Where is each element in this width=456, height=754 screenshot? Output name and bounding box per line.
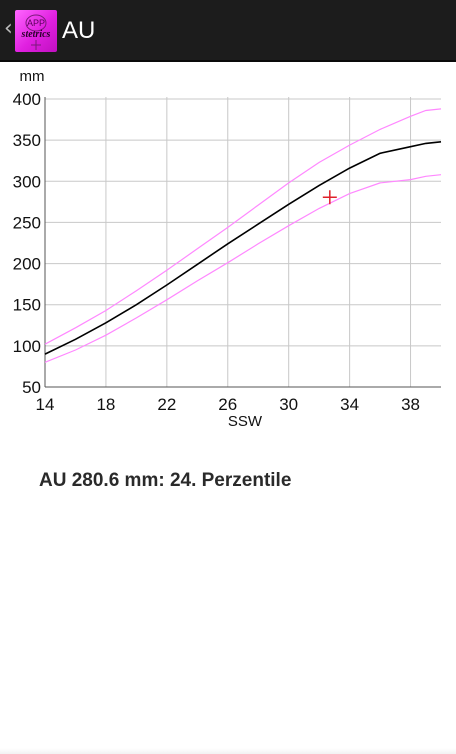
- back-caret-icon[interactable]: ‹: [4, 16, 13, 41]
- screen-title: AU: [62, 17, 96, 44]
- x-tick-label: 14: [36, 395, 55, 414]
- x-tick-label: 26: [218, 395, 237, 414]
- x-tick-label: 34: [340, 395, 359, 414]
- series-line-1: [44, 141, 442, 355]
- x-tick-label: 18: [96, 395, 115, 414]
- y-tick-label: 300: [13, 172, 41, 191]
- y-tick-label: 50: [22, 378, 41, 397]
- action-bar: ‹ APP stetrics AU: [0, 0, 456, 62]
- y-tick-label: 250: [13, 213, 41, 232]
- x-tick-label: 30: [279, 395, 298, 414]
- y-tick-label: 400: [13, 90, 41, 109]
- series-line-2: [44, 174, 442, 363]
- bottom-fade: [0, 748, 456, 754]
- svg-text:stetrics: stetrics: [21, 29, 51, 40]
- au-growth-chart: 50 100 150 200 250 300 350 400 14 18 22 26 30 34 38 mm S…: [13, 68, 442, 430]
- y-tick-label: 350: [13, 131, 41, 150]
- y-axis-label: mm: [20, 68, 45, 85]
- y-tick-label: 100: [13, 337, 41, 356]
- y-tick-label: 200: [13, 255, 41, 274]
- x-tick-label: 38: [401, 395, 420, 414]
- x-tick-label: 22: [157, 395, 176, 414]
- series-line-0: [44, 108, 442, 345]
- app-logo-icon[interactable]: APP stetrics: [15, 10, 57, 52]
- x-axis-label: SSW: [228, 413, 263, 430]
- percentile-result-text: AU 280.6 mm: 24. Perzentile: [39, 470, 292, 491]
- svg-text:APP: APP: [27, 18, 45, 28]
- y-tick-label: 150: [13, 296, 41, 315]
